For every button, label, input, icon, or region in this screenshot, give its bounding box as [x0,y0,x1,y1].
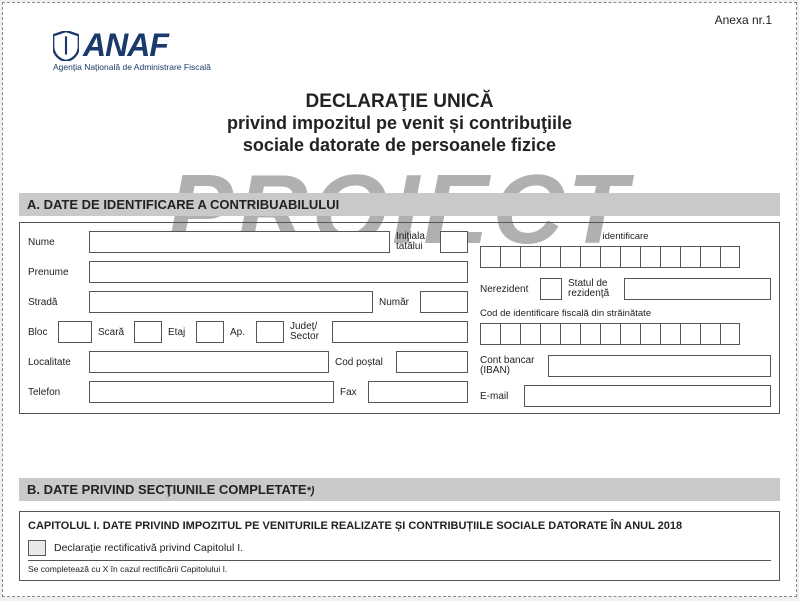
label-fax: Fax [340,387,362,398]
cell[interactable] [660,323,680,345]
section-a-form: Nume Iniţiala tatălui Prenume Stradă Num… [19,222,780,414]
annex-label: Anexa nr.1 [715,13,772,27]
input-nume[interactable] [89,231,390,253]
input-etaj[interactable] [196,321,224,343]
section-b-asterisk: *) [307,485,315,497]
logo-subtitle: Agenția Națională de Administrare Fiscal… [53,62,211,72]
cell[interactable] [620,246,640,268]
title-sub1: privind impozitul pe venit și contribuţi… [3,113,796,135]
cell[interactable] [680,323,700,345]
input-numar[interactable] [420,291,468,313]
section-a: A. DATE DE IDENTIFICARE A CONTRIBUABILUL… [19,193,780,414]
divider [28,560,771,561]
logo-brand: ANAF [83,27,168,64]
label-scara: Scară [98,327,128,338]
label-nume: Nume [28,237,83,248]
chapter-1-title: CAPITOLUL I. DATE PRIVIND IMPOZITUL PE V… [28,520,771,532]
cell[interactable] [480,246,500,268]
label-nerezident: Nerezident [480,284,534,295]
label-telefon: Telefon [28,387,83,398]
cell[interactable] [720,246,740,268]
cell[interactable] [640,323,660,345]
input-judet[interactable] [332,321,468,343]
logo-block: ANAF Agenția Națională de Administrare F… [53,27,211,72]
rectif-label: Declaraţie rectificativă privind Capitol… [54,542,243,554]
grid-codstrainatate[interactable] [480,323,771,345]
cell[interactable] [560,323,580,345]
cell[interactable] [500,323,520,345]
input-fax[interactable] [368,381,468,403]
rectif-row: Declaraţie rectificativă privind Capitol… [28,540,771,556]
label-judet: Judeţ/ Sector [290,322,326,342]
label-ap: Ap. [230,327,250,338]
input-statul[interactable] [624,278,771,300]
form-page: PROIECT Anexa nr.1 ANAF Agenția Național… [2,2,797,597]
cell[interactable] [480,323,500,345]
section-a-right-col: identificare Nerezident Statul de rezide… [480,231,771,409]
cell[interactable] [580,246,600,268]
label-iban: Cont bancar (IBAN) [480,356,542,376]
input-telefon[interactable] [89,381,334,403]
input-bloc[interactable] [58,321,92,343]
cell[interactable] [720,323,740,345]
cell[interactable] [600,323,620,345]
cell[interactable] [640,246,660,268]
cell[interactable] [600,246,620,268]
label-bloc: Bloc [28,327,52,338]
cell[interactable] [680,246,700,268]
input-nerezident[interactable] [540,278,562,300]
cell[interactable] [500,246,520,268]
label-statul: Statul de rezidenţă [568,279,618,299]
rectif-checkbox[interactable] [28,540,46,556]
label-initiala: Iniţiala tatălui [396,232,434,252]
input-email[interactable] [524,385,771,407]
input-prenume[interactable] [89,261,468,283]
label-etaj: Etaj [168,327,190,338]
cell[interactable] [700,323,720,345]
input-iban[interactable] [548,355,771,377]
title-main: DECLARAŢIE UNICĂ [3,91,796,113]
label-strada: Stradă [28,297,83,308]
section-b-header: B. DATE PRIVIND SECŢIUNILE COMPLETATE*) [19,478,780,501]
input-strada[interactable] [89,291,373,313]
cell[interactable] [660,246,680,268]
cell[interactable] [700,246,720,268]
cell[interactable] [580,323,600,345]
input-localitate[interactable] [89,351,329,373]
input-initiala[interactable] [440,231,468,253]
cell[interactable] [540,246,560,268]
input-codpostal[interactable] [396,351,468,373]
cell[interactable] [620,323,640,345]
title-block: DECLARAŢIE UNICĂ privind impozitul pe ve… [3,91,796,156]
input-ap[interactable] [256,321,284,343]
label-localitate: Localitate [28,357,83,368]
section-b-header-text: B. DATE PRIVIND SECŢIUNILE COMPLETATE [27,482,307,497]
cell[interactable] [540,323,560,345]
chapter-1-box: CAPITOLUL I. DATE PRIVIND IMPOZITUL PE V… [19,511,780,581]
label-prenume: Prenume [28,267,83,278]
label-codpostal: Cod poștal [335,357,390,368]
cell[interactable] [520,246,540,268]
label-codstrainatate: Cod de identificare fiscală din străinăt… [480,308,771,319]
cell[interactable] [520,323,540,345]
shield-icon [53,31,79,61]
rectif-note: Se completează cu X în cazul rectificări… [28,564,771,574]
section-a-header: A. DATE DE IDENTIFICARE A CONTRIBUABILUL… [19,193,780,216]
grid-identificare[interactable] [480,246,771,268]
label-identificare: identificare [480,231,771,242]
title-sub2: sociale datorate de persoanele fizice [3,135,796,157]
label-numar: Număr [379,297,414,308]
cell[interactable] [560,246,580,268]
section-a-left-col: Nume Iniţiala tatălui Prenume Stradă Num… [28,231,468,409]
input-scara[interactable] [134,321,162,343]
label-email: E-mail [480,391,518,402]
section-b: B. DATE PRIVIND SECŢIUNILE COMPLETATE*) … [19,478,780,581]
